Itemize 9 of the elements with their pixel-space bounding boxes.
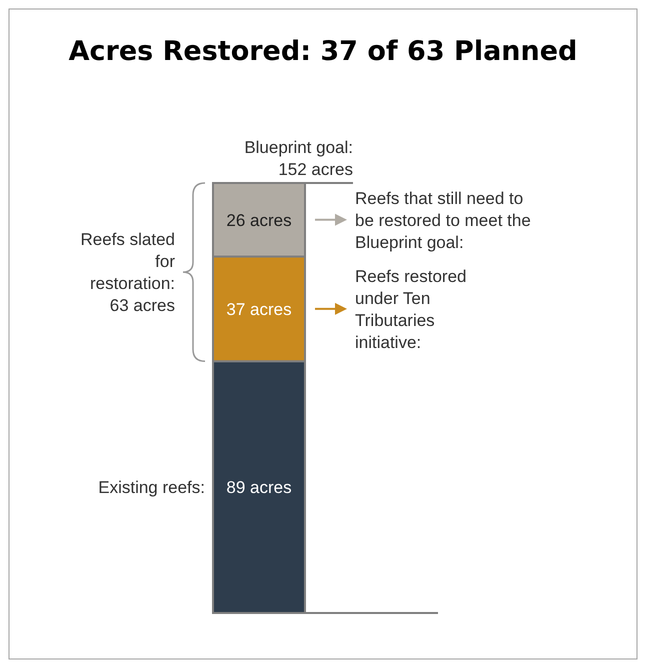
data-label: 37 acres [226, 300, 292, 319]
series-label: Existing reefs: [98, 478, 205, 498]
text: Reefs slated for restoration: 63 acres [80, 230, 176, 316]
legend-label: Reefs restored under Ten Tributaries initiative: [355, 266, 466, 352]
data-label: 26 acres [226, 210, 292, 230]
legend-label: Reefs that still need to be restored to meet the Blueprint goal: [355, 188, 531, 252]
chart-title: Acres Restored: 37 of 63 Planned [68, 36, 578, 67]
ref-line-label: Blueprint goal: 152 acres [244, 138, 353, 179]
data-label: 89 acres [226, 478, 292, 498]
